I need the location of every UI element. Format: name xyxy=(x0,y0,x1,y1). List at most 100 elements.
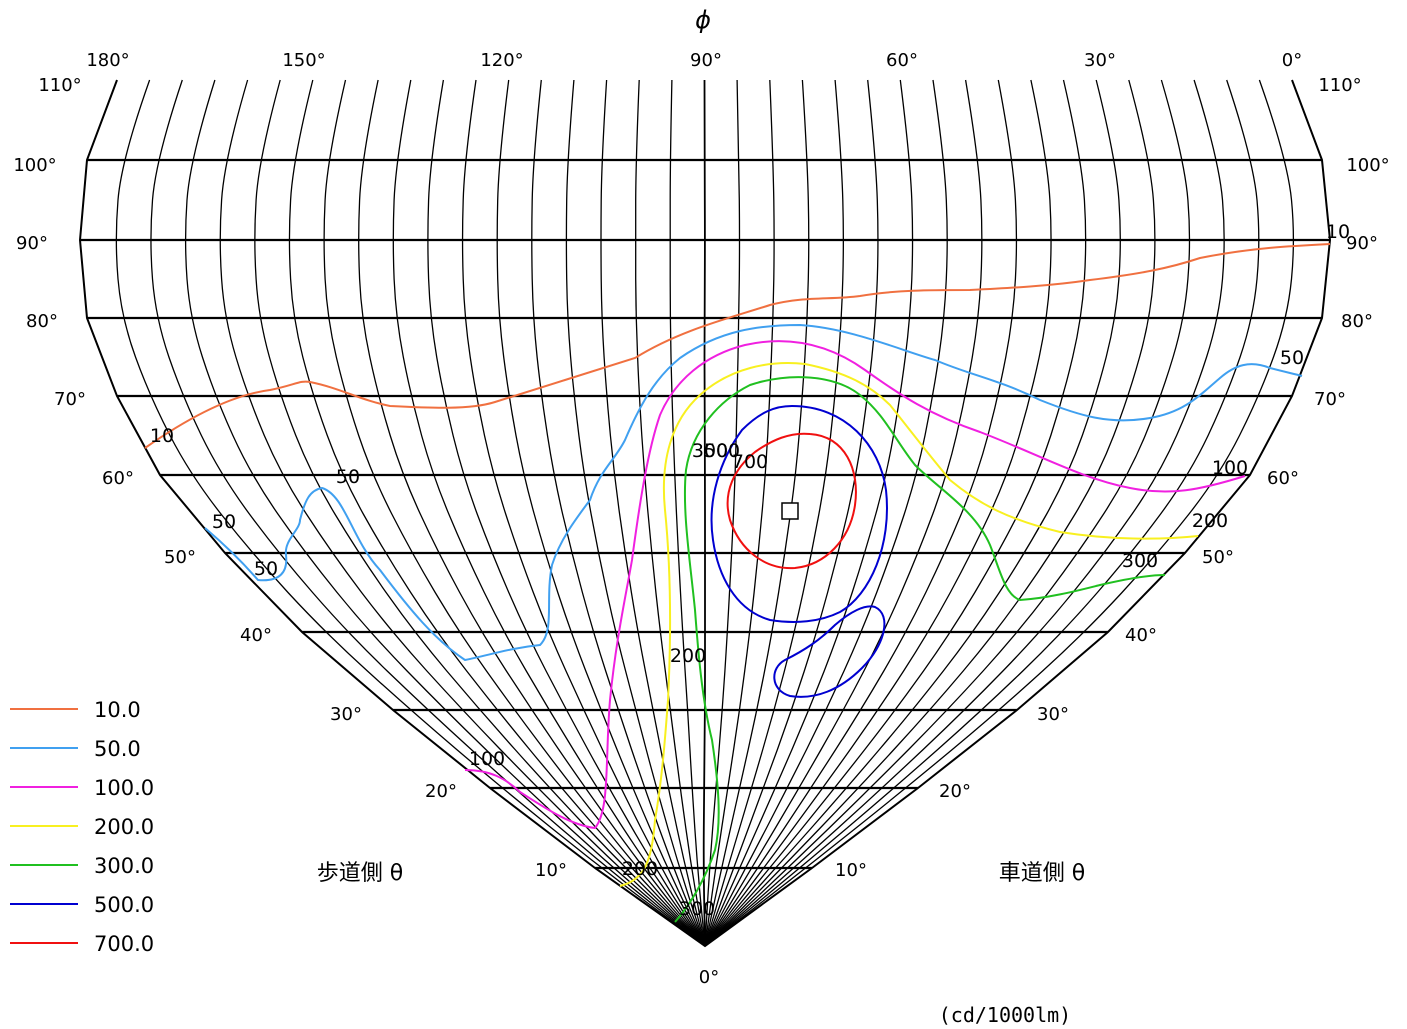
phi-meridian xyxy=(704,79,1225,947)
contour-value-label: 50 xyxy=(254,558,278,580)
chart-labels: 180° 150° 120° 90° 60° 30° 0°110° 110°100° 100°9… xyxy=(13,6,1389,1027)
phi-meridian xyxy=(704,79,844,947)
phi-meridian xyxy=(704,79,775,947)
theta-tick-label-right: 10° xyxy=(835,860,867,881)
contour-value-label: 200 xyxy=(622,858,658,880)
legend-label: 200.0 xyxy=(94,815,154,839)
theta-tick-label-right: 40° xyxy=(1125,625,1157,646)
theta-tick-label-left: 20° xyxy=(425,781,457,802)
phi-meridian xyxy=(219,79,706,947)
phi-tick-label: 120° xyxy=(480,50,523,71)
theta-tick-label-zero: 0° xyxy=(699,967,719,988)
contour-lines xyxy=(144,243,1331,923)
theta-tick-label-right: 90° xyxy=(1346,233,1378,254)
phi-meridian xyxy=(704,79,1295,947)
contour-value-label: 10 xyxy=(1326,221,1350,243)
chart-grid xyxy=(78,79,1332,948)
contour-value-label: 50 xyxy=(212,511,236,533)
contour-value-label: 100 xyxy=(1212,457,1248,479)
phi-meridian xyxy=(184,79,706,947)
max-intensity-marker xyxy=(781,502,799,520)
phi-meridian xyxy=(392,79,706,947)
contour-value-label: 100 xyxy=(469,748,505,770)
theta-tick-label-left: 50° xyxy=(164,547,196,568)
theta-tick-label-right: 70° xyxy=(1314,389,1346,410)
theta-tick-label-left: 10° xyxy=(535,860,567,881)
contour-value-label: 50 xyxy=(336,466,360,488)
phi-meridian xyxy=(669,79,706,947)
phi-tick-label: 90° xyxy=(690,50,722,71)
theta-tick-label-left: 70° xyxy=(54,389,86,410)
phi-tick-label: 30° xyxy=(1084,50,1116,71)
phi-meridian xyxy=(288,79,706,947)
phi-meridian xyxy=(323,79,706,947)
theta-tick-label-left: 100° xyxy=(13,155,56,176)
phi-axis-label: ϕ xyxy=(695,6,711,34)
contour-line xyxy=(726,432,857,570)
theta-tick-label-left: 40° xyxy=(240,625,272,646)
phi-meridian xyxy=(704,79,879,947)
theta-tick-label-left: 110° xyxy=(38,75,81,96)
phi-meridian xyxy=(704,79,914,947)
contour-value-label: 500 xyxy=(704,440,740,462)
theta-tick-label-right: 50° xyxy=(1202,547,1234,568)
phi-meridian xyxy=(704,79,1191,947)
phi-meridian xyxy=(115,79,706,947)
phi-meridian xyxy=(704,79,1052,947)
phi-meridian xyxy=(461,79,706,947)
phi-tick-label: 60° xyxy=(886,50,918,71)
phi-meridian xyxy=(600,79,706,947)
phi-meridian xyxy=(358,79,706,947)
unit-label: (cd/1000lm) xyxy=(939,1003,1071,1027)
left-side-label: 歩道側 θ xyxy=(317,861,403,886)
contour-value-label: 700 xyxy=(732,451,768,473)
legend-label: 50.0 xyxy=(94,737,141,761)
legend-label: 100.0 xyxy=(94,776,154,800)
contour-value-label: 200 xyxy=(670,645,706,667)
phi-meridian xyxy=(427,79,706,947)
legend-label: 500.0 xyxy=(94,893,154,917)
theta-tick-label-left: 30° xyxy=(330,704,362,725)
contour-value-label: 300 xyxy=(679,898,715,920)
phi-tick-label: 0° xyxy=(1282,50,1302,71)
theta-tick-label-right: 60° xyxy=(1267,468,1299,489)
theta-tick-label-left: 80° xyxy=(26,311,58,332)
phi-meridian xyxy=(702,79,706,947)
contour-line xyxy=(144,243,1331,449)
contour-line xyxy=(773,605,886,698)
contour-line xyxy=(710,404,888,623)
legend-label: 300.0 xyxy=(94,854,154,878)
contour-line xyxy=(619,362,1199,887)
phi-meridian xyxy=(254,79,706,947)
phi-meridian xyxy=(704,79,1260,947)
theta-tick-label-right: 80° xyxy=(1341,311,1373,332)
theta-tick-label-right: 100° xyxy=(1346,155,1389,176)
theta-tick-label-right: 20° xyxy=(939,781,971,802)
phi-tick-label: 150° xyxy=(282,50,325,71)
contour-value-label: 300 xyxy=(692,440,728,462)
phi-meridian xyxy=(704,79,983,947)
contour-value-label: 10 xyxy=(150,425,174,447)
phi-meridian xyxy=(704,79,948,947)
contour-value-label: 50 xyxy=(1280,347,1304,369)
right-side-label: 車道側 θ xyxy=(999,861,1085,886)
phi-tick-label: 180° xyxy=(86,50,129,71)
contour-line xyxy=(464,340,1246,830)
theta-tick-label-left: 60° xyxy=(102,468,134,489)
phi-meridian xyxy=(635,79,706,947)
theta-tick-label-right: 110° xyxy=(1318,75,1361,96)
contour-value-label: 200 xyxy=(1192,510,1228,532)
contour-line xyxy=(674,376,1166,923)
theta-tick-label-left: 90° xyxy=(16,233,48,254)
legend: 10.0 50.0 100.0 200.0 300.0 500.0 700.0 xyxy=(10,698,154,956)
contour-value-label: 300 xyxy=(1122,550,1158,572)
phi-meridian xyxy=(704,79,1156,947)
theta-tick-label-right: 30° xyxy=(1037,704,1069,725)
legend-label: 10.0 xyxy=(94,698,141,722)
phi-meridian xyxy=(531,79,706,947)
phi-meridian xyxy=(496,79,706,947)
phi-meridian xyxy=(565,79,706,947)
legend-label: 700.0 xyxy=(94,932,154,956)
phi-meridian xyxy=(704,79,741,947)
